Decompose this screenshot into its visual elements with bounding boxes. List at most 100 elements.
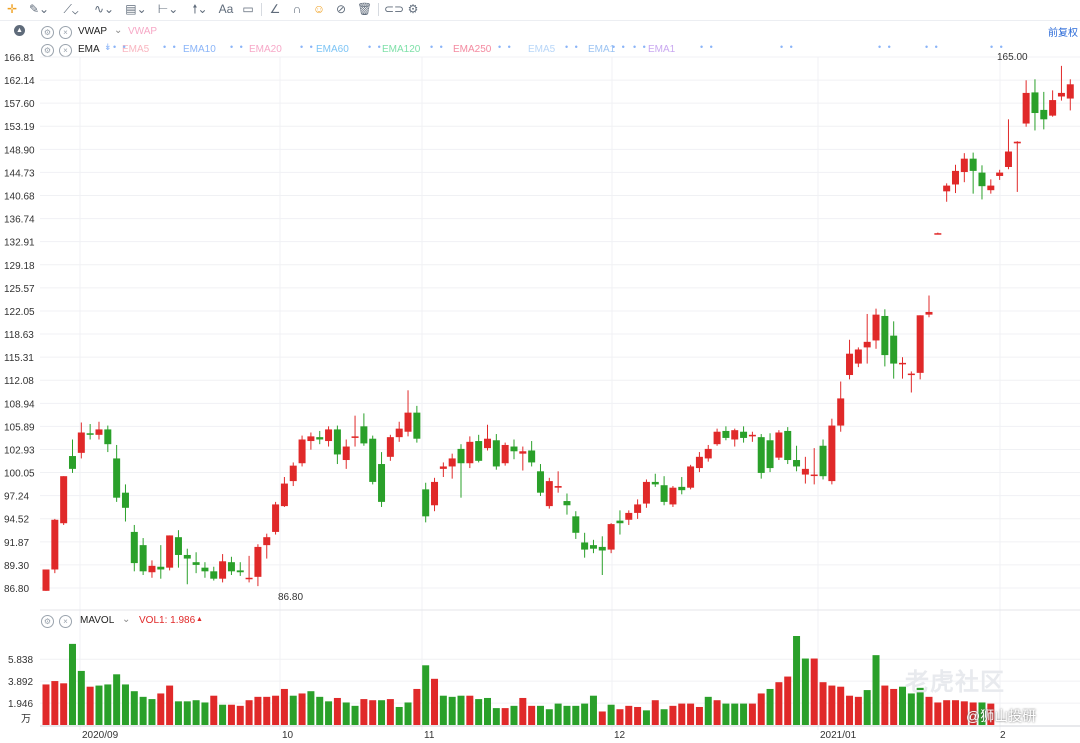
candle-body bbox=[263, 537, 271, 546]
price-tick-label: 86.80 bbox=[4, 584, 29, 595]
candle-body bbox=[68, 456, 76, 469]
candle-body bbox=[369, 438, 377, 482]
volume-bar bbox=[775, 682, 783, 725]
mavol-indicator-name[interactable]: MAVOL bbox=[80, 615, 115, 626]
volume-bar bbox=[492, 708, 500, 725]
marker-dots: • • bbox=[113, 42, 128, 52]
close-icon[interactable]: × bbox=[59, 615, 72, 628]
candle-body bbox=[536, 471, 544, 493]
candle-series bbox=[42, 65, 1074, 591]
trend-line-icon[interactable]: ⟋⌄ bbox=[63, 2, 79, 16]
candle-body bbox=[51, 519, 59, 570]
candle-body bbox=[793, 460, 801, 467]
candle-body bbox=[1040, 109, 1048, 120]
candle-body bbox=[307, 436, 315, 442]
candle-body bbox=[439, 466, 447, 469]
volume-bar bbox=[899, 686, 907, 725]
candle-body bbox=[475, 441, 483, 461]
candle-body bbox=[872, 314, 880, 341]
emoji-icon[interactable]: ☺ bbox=[312, 2, 326, 16]
candle-body bbox=[413, 412, 421, 439]
volume-bar bbox=[678, 703, 686, 725]
volume-bar bbox=[687, 703, 695, 725]
toolbar-divider bbox=[261, 3, 262, 16]
hide-icon[interactable]: ⊘ bbox=[335, 2, 347, 16]
candle-body bbox=[916, 315, 924, 373]
candle-body bbox=[899, 362, 907, 365]
measure-icon[interactable]: ⊢⌄ bbox=[157, 2, 179, 16]
magnet-icon[interactable]: ∩ bbox=[292, 2, 302, 16]
settings-icon[interactable]: ⚙ bbox=[407, 2, 419, 16]
gear-icon[interactable]: ⚙ bbox=[41, 615, 54, 628]
ruler-icon[interactable]: ∠ bbox=[269, 2, 281, 16]
volume-bar bbox=[819, 682, 827, 725]
marker-dots: • • bbox=[430, 42, 445, 52]
chart-icon[interactable]: ▤⌄ bbox=[125, 2, 147, 16]
candle-body bbox=[978, 172, 986, 187]
ema-label: EMA5 bbox=[528, 44, 556, 55]
ema-label: EMA1 bbox=[648, 44, 676, 55]
volume-bar bbox=[113, 674, 121, 725]
comment-icon[interactable]: ▭ bbox=[242, 2, 254, 16]
volume-bar bbox=[183, 701, 191, 725]
trash-icon[interactable]: 🗑 bbox=[357, 2, 373, 16]
candle-body bbox=[598, 546, 606, 551]
volume-bar bbox=[501, 708, 509, 725]
arrow-icon: ↡ bbox=[104, 42, 112, 52]
candle-body bbox=[519, 451, 527, 454]
volume-bar bbox=[325, 701, 333, 725]
volume-bar bbox=[245, 700, 253, 725]
candle-body bbox=[484, 438, 491, 449]
marker-dots: • • bbox=[633, 42, 648, 52]
marker-dots: • • bbox=[163, 42, 178, 52]
ema-label: EMA120 bbox=[382, 44, 421, 55]
candle-body bbox=[395, 428, 403, 438]
candle-body bbox=[669, 487, 677, 505]
candle-body bbox=[183, 554, 191, 559]
candle-body bbox=[86, 433, 94, 435]
candle-body bbox=[713, 431, 721, 445]
volume-bar bbox=[978, 702, 986, 725]
vwap-indicator-name[interactable]: VWAP bbox=[78, 26, 108, 37]
gear-icon[interactable]: ⚙ bbox=[41, 26, 54, 39]
candle-body bbox=[731, 430, 739, 440]
price-axis: 166.81 162.14 157.60 153.19 148.90 144.73 140.… bbox=[4, 53, 35, 595]
volume-bar bbox=[51, 681, 59, 725]
pen-icon[interactable]: ✎⌄ bbox=[28, 2, 50, 16]
crosshair-icon[interactable]: ✛ bbox=[6, 2, 18, 16]
candle-body bbox=[431, 481, 439, 506]
wave-icon[interactable]: ∿⌄ bbox=[93, 2, 115, 16]
volume-bar bbox=[201, 702, 209, 725]
text-icon[interactable]: Aa bbox=[218, 2, 234, 16]
price-tick-label: 132.91 bbox=[4, 238, 35, 249]
close-icon[interactable]: × bbox=[59, 26, 72, 39]
collapse-icon[interactable]: ▲ bbox=[14, 25, 25, 36]
marker-dots: • • bbox=[368, 42, 383, 52]
candle-body bbox=[42, 569, 50, 591]
arrow-up-icon[interactable]: 🠕⌄ bbox=[192, 2, 208, 16]
volume-bar bbox=[166, 685, 174, 725]
link-icon[interactable]: ⊂⊃ bbox=[384, 2, 405, 16]
chevron-down-icon[interactable]: ⌄ bbox=[114, 25, 123, 36]
volume-bar bbox=[157, 693, 165, 725]
marker-dots: • • bbox=[700, 42, 715, 52]
candle-body bbox=[104, 429, 112, 445]
candle-body bbox=[316, 437, 324, 440]
candle-body bbox=[386, 437, 394, 457]
volume-bar bbox=[139, 696, 147, 725]
volume-bar bbox=[378, 700, 386, 725]
candle-body bbox=[1022, 92, 1030, 124]
candle-body bbox=[298, 439, 306, 464]
price-adjust-button[interactable]: 前复权 bbox=[1048, 28, 1078, 39]
volume-bar bbox=[130, 691, 138, 725]
volume-bar bbox=[280, 688, 288, 725]
volume-bar bbox=[616, 709, 624, 725]
volume-bar bbox=[42, 684, 50, 725]
drawing-toolbar: ✛ ✎⌄ ⟋⌄ ∿⌄ ▤⌄ ⊢⌄ 🠕⌄ Aa ▭ ∠ ∩ ☺ ⊘ 🗑 ⊂⊃ ⚙ bbox=[0, 0, 1080, 21]
candle-body bbox=[890, 335, 898, 364]
candle-body bbox=[863, 341, 871, 348]
ema-indicator-name[interactable]: EMA bbox=[78, 44, 100, 55]
chevron-down-icon[interactable]: ⌄ bbox=[122, 614, 131, 625]
candle-body bbox=[325, 429, 333, 442]
arrow-up-icon: ▲ bbox=[196, 616, 203, 623]
